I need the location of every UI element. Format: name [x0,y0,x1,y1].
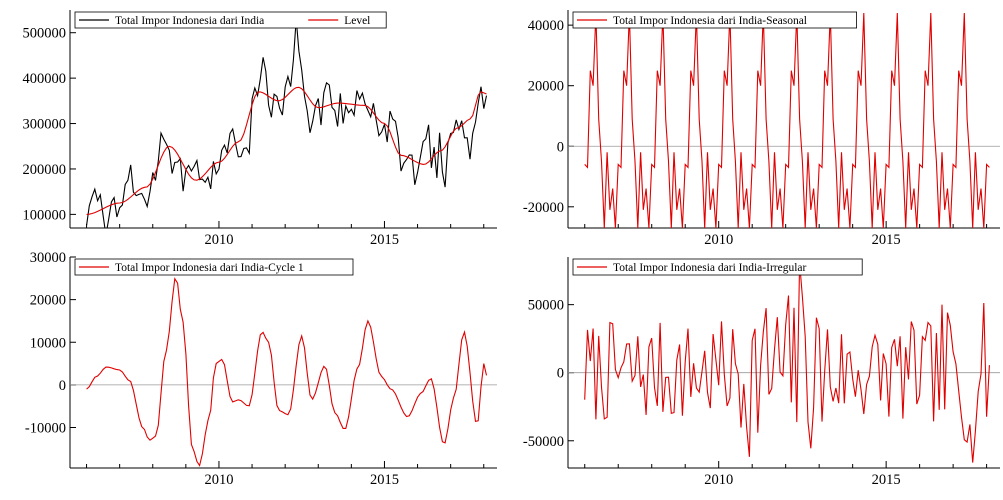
y-tick-label: 400000 [23,71,67,87]
y-tick-label: -20000 [523,200,564,216]
chart-panel-3: 2010 2015 -10000 0 10000 20000 30000 Total Impo… [25,250,497,488]
legend: Total Impor Indonesia dari India Level [74,11,387,29]
x-tick-label: 2010 [704,472,733,488]
y-tick-label: 20000 [30,293,66,309]
x-tick-label: 2015 [370,232,399,248]
legend-box [572,258,863,276]
y-tick-label: -50000 [523,434,564,450]
y-tick-label: 200000 [23,162,67,178]
y-tick-label: 0 [557,366,564,382]
y-tick-label: 30000 [30,250,66,266]
x-tick-label: 2010 [204,472,233,488]
x-tick-label: 2015 [370,472,399,488]
y-tick-label: -10000 [25,421,66,437]
legend-label: Total Impor Indonesia dari India [115,15,264,27]
series-line-cycle [86,277,488,467]
series-line-irregular [584,262,990,463]
x-tick-label: 2015 [872,232,901,248]
y-tick-label: 40000 [528,18,564,34]
legend-box [74,258,354,276]
legend-label: Total Impor Indonesia dari India-Cycle 1 [115,262,304,274]
y-tick-label: 300000 [23,117,67,133]
chart-panel-1: 2010 2015 100000 200000 300000 400000 500000 To… [23,10,497,248]
legend-box [74,11,387,29]
legend-label: Total Impor Indonesia dari India-Seasona… [613,15,807,27]
legend-box [572,11,858,29]
legend-label: Level [344,15,370,27]
legend-label: Total Impor Indonesia dari India-Irregul… [613,262,807,274]
legend: Total Impor Indonesia dari India-Cycle 1 [74,258,354,276]
x-tick-label: 2010 [204,232,233,248]
y-tick-label: 0 [557,139,564,155]
series-line-actual [86,19,488,228]
y-tick-label: 500000 [23,26,67,42]
y-tick-label: 20000 [528,79,564,95]
chart-panel-2: 2010 2015 -20000 0 20000 40000 Total Impor Ind… [523,10,1000,248]
series-line-level [86,86,487,215]
series-line-seasonal [584,12,990,228]
y-tick-label: 0 [59,378,66,394]
x-tick-label: 2015 [872,472,901,488]
chart-panel-4: 2010 2015 -50000 0 50000 Total Impor Indonesi… [523,257,1000,488]
y-tick-label: 100000 [23,207,67,223]
legend: Total Impor Indonesia dari India-Irregul… [572,258,863,276]
y-tick-label: 10000 [30,335,66,351]
y-tick-label: 50000 [528,298,564,314]
x-tick-label: 2010 [704,232,733,248]
legend: Total Impor Indonesia dari India-Seasona… [572,11,858,29]
